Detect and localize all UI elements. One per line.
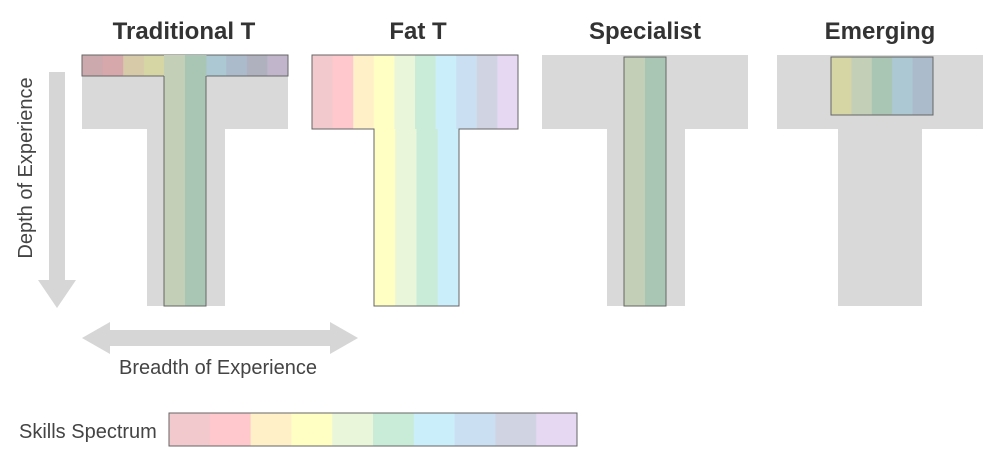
breadth-of-experience-label: Breadth of Experience [119,357,317,379]
emerging-bar-spectrum-stripe [871,57,893,115]
skills-spectrum-legend [168,412,578,447]
traditional-t-stem-spectrum-stripe [164,55,186,306]
breadth-arrow [82,322,358,354]
legend-swatch-6 [373,413,415,446]
legend-swatch-2 [209,413,252,446]
shape-title-fat-t: Fat T [389,18,447,45]
legend-swatch-3 [250,413,292,446]
emerging-bar-outline [830,56,934,116]
emerging-bar-spectrum-stripe [892,57,914,115]
gray-t-shape-4 [777,55,983,306]
shape-title-emerging: Emerging [825,18,936,45]
legend-swatch-8 [454,413,496,446]
traditional-t-bar-spectrum-stripe [82,55,104,76]
specialist-stem-spectrum-stripe [645,57,667,306]
fat-t-stem-spectrum-stripe [416,129,439,306]
legend-swatch-7 [413,413,456,446]
skills-spectrum-label: Skills Spectrum [19,421,157,443]
fat-t-bar-spectrum-stripe [476,55,498,129]
emerging-bar-spectrum-stripe [851,57,873,115]
fat-t-bar-spectrum-stripe [332,55,354,129]
emerging-bar-spectrum [831,57,934,115]
emerging-bar-spectrum-stripe [912,57,934,115]
traditional-t-bar-spectrum-stripe [267,55,289,76]
legend-swatch-1 [169,413,211,446]
fat-t-bar-spectrum-stripe [394,55,416,129]
fat-t-stem-spectrum [374,129,460,306]
fat-t-bar-spectrum-stripe [415,55,437,129]
fat-t-bar-spectrum-stripe [373,55,395,129]
spectrum-fills [81,54,934,307]
traditional-t-bar-spectrum-stripe [226,55,248,76]
emerging-bar-spectrum-stripe [831,57,852,115]
fat-t-stem-spectrum-stripe [395,129,417,306]
fat-t-bar-spectrum-stripe [456,55,478,129]
shape-title-traditional-t: Traditional T [113,18,256,45]
depth-of-experience-label: Depth of Experience [15,77,37,258]
fat-t-bar-spectrum [312,55,519,129]
legend-swatch-10 [536,413,578,446]
traditional-t-bar-spectrum-stripe [143,55,165,76]
fat-t-bar-spectrum-stripe [312,55,334,129]
depth-arrow [38,72,76,308]
fat-t-stem-spectrum-stripe [437,129,460,306]
traditional-t-bar-spectrum-stripe [102,55,124,76]
specialist-stem-outline [623,56,667,307]
legend-outline [168,412,578,447]
traditional-t-stem-outline [163,76,207,307]
fat-t-stem-spectrum-stripe [374,129,396,306]
fat-t-bar-spectrum-stripe [353,55,375,129]
fat-t-outline [311,54,519,307]
traditional-t-bar-spectrum-stripe [246,55,268,76]
traditional-t-bar-spectrum-stripe [205,55,227,76]
legend-swatch-5 [332,413,374,446]
legend-swatch-4 [291,413,333,446]
shape-title-specialist: Specialist [589,18,701,45]
specialist-stem-spectrum [624,57,667,306]
traditional-t-bar-spectrum-stripe [123,55,145,76]
traditional-t-stem-spectrum [164,55,207,306]
specialist-stem-spectrum-stripe [624,57,646,306]
fat-t-bar-spectrum-stripe [435,55,457,129]
legend-swatch-9 [495,413,537,446]
fat-t-bar-spectrum-stripe [497,55,519,129]
traditional-t-stem-spectrum-stripe [185,55,207,306]
